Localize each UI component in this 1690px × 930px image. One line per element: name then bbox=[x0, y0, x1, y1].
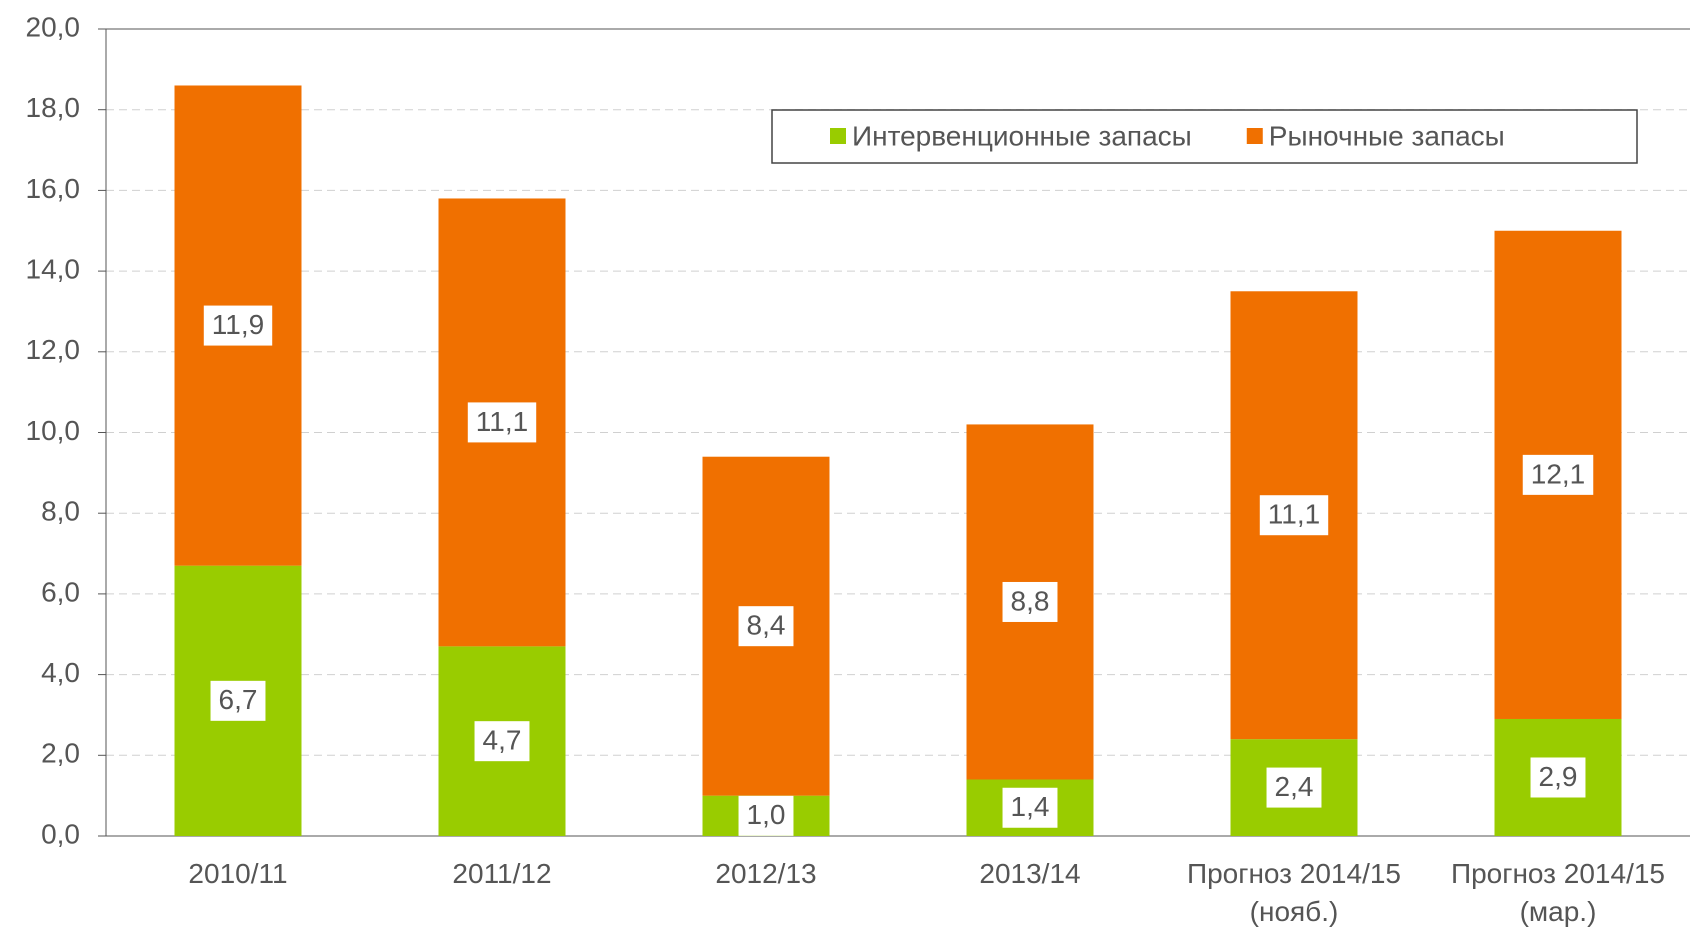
x-tick-label: Прогноз 2014/15 (нояб.) bbox=[1187, 858, 1401, 927]
data-label-box bbox=[738, 606, 794, 647]
y-tick-label: 20,0 bbox=[26, 11, 81, 42]
y-tick-label: 2,0 bbox=[41, 738, 80, 769]
x-tick-label: 2013/14 bbox=[979, 858, 1080, 889]
data-label-text: 11,9 bbox=[212, 309, 264, 340]
data-label-box bbox=[210, 680, 266, 721]
legend: Интервенционные запасы Рыночные запасы bbox=[771, 109, 1638, 164]
data-label-text: 2,9 bbox=[1539, 761, 1578, 792]
data-label-box bbox=[1002, 581, 1058, 622]
y-tick-label: 16,0 bbox=[26, 173, 81, 204]
y-tick-label: 14,0 bbox=[26, 253, 81, 284]
y-tick-label: 4,0 bbox=[41, 657, 80, 688]
data-label: 8,4 bbox=[738, 606, 794, 647]
data-label: 12,1 bbox=[1522, 454, 1594, 495]
x-tick-label: 2012/13 bbox=[715, 858, 816, 889]
data-label: 11,1 bbox=[467, 402, 537, 443]
data-label-text: 6,7 bbox=[219, 684, 258, 715]
data-label-box bbox=[203, 305, 273, 346]
data-label-box bbox=[1259, 495, 1329, 536]
data-label-box bbox=[1002, 787, 1058, 828]
data-label-text: 11,1 bbox=[476, 406, 528, 437]
data-label: 1,4 bbox=[1002, 787, 1058, 828]
data-label-box bbox=[738, 795, 794, 836]
y-tick-label: 18,0 bbox=[26, 92, 81, 123]
y-tick-label: 6,0 bbox=[41, 576, 80, 607]
data-label-text: 2,4 bbox=[1275, 771, 1314, 802]
legend-swatch bbox=[830, 128, 846, 144]
x-tick-label: Прогноз 2014/15 (мар.) bbox=[1451, 858, 1665, 927]
data-label-box bbox=[1522, 454, 1594, 495]
data-label-text: 11,1 bbox=[1268, 499, 1320, 530]
data-label: 8,8 bbox=[1002, 581, 1058, 622]
legend-box bbox=[771, 109, 1638, 164]
y-tick-label: 8,0 bbox=[41, 496, 80, 527]
x-tick-label: 2010/11 bbox=[188, 858, 287, 889]
data-label: 1,0 bbox=[738, 795, 794, 836]
data-label: 11,1 bbox=[1259, 495, 1329, 536]
data-label-box bbox=[1266, 767, 1322, 808]
data-label-text: 8,8 bbox=[1011, 585, 1050, 616]
data-label: 2,9 bbox=[1530, 757, 1586, 798]
data-label: 6,7 bbox=[210, 680, 266, 721]
data-label-text: 1,0 bbox=[747, 799, 786, 830]
y-tick-label: 10,0 bbox=[26, 415, 81, 446]
data-label-box bbox=[1530, 757, 1586, 798]
legend-label: Интервенционные запасы bbox=[852, 120, 1192, 151]
data-label: 4,7 bbox=[474, 721, 530, 762]
legend-label: Рыночные запасы bbox=[1269, 120, 1505, 151]
data-label-box bbox=[474, 721, 530, 762]
legend-swatch bbox=[1246, 128, 1263, 144]
y-tick-label: 0,0 bbox=[41, 818, 80, 849]
y-tick-label: 12,0 bbox=[26, 334, 81, 365]
data-label: 11,9 bbox=[203, 305, 273, 346]
data-label: 2,4 bbox=[1266, 767, 1322, 808]
data-label-text: 4,7 bbox=[483, 725, 522, 756]
data-label-text: 8,4 bbox=[747, 610, 786, 641]
data-label-text: 12,1 bbox=[1531, 458, 1586, 489]
data-label-box bbox=[467, 402, 537, 443]
data-label-text: 1,4 bbox=[1011, 791, 1050, 822]
x-tick-label: 2011/12 bbox=[452, 858, 551, 889]
